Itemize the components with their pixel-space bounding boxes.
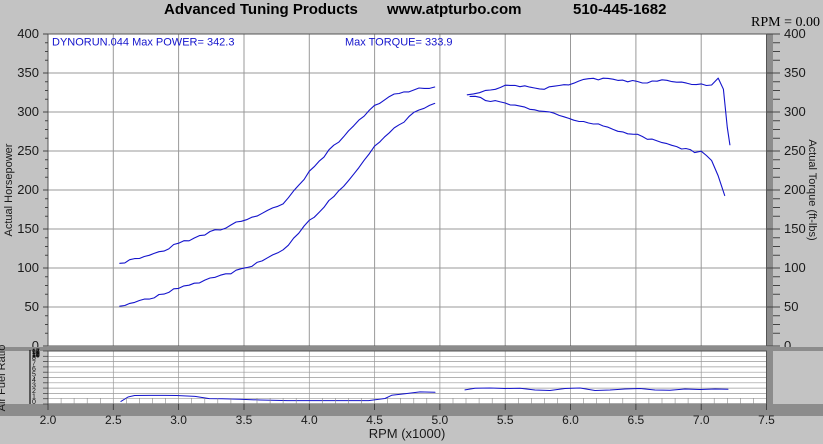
svg-text:www.atpturbo.com: www.atpturbo.com [386,1,521,18]
svg-text:350: 350 [784,65,806,80]
svg-text:150: 150 [784,221,806,236]
svg-text:350: 350 [17,65,39,80]
svg-text:150: 150 [17,221,39,236]
svg-text:Max TORQUE= 333.9: Max TORQUE= 333.9 [345,37,453,49]
svg-text:510-445-1682: 510-445-1682 [573,1,666,18]
svg-text:Advanced Tuning Products: Advanced Tuning Products [164,1,358,18]
svg-text:300: 300 [784,104,806,119]
svg-text:5.5: 5.5 [497,413,514,427]
svg-text:18: 18 [32,352,40,359]
svg-text:4.5: 4.5 [366,413,383,427]
svg-text:4.0: 4.0 [301,413,318,427]
svg-text:2.0: 2.0 [40,413,57,427]
svg-text:7.5: 7.5 [758,413,775,427]
svg-text:Actual Torque (ft-lbs): Actual Torque (ft-lbs) [806,139,818,240]
svg-text:DYNORUN.044 Max POWER= 342.3: DYNORUN.044 Max POWER= 342.3 [52,37,234,49]
svg-text:400: 400 [784,26,806,41]
svg-text:50: 50 [25,299,39,314]
svg-text:6.5: 6.5 [628,413,645,427]
svg-text:2.5: 2.5 [105,413,122,427]
svg-text:200: 200 [17,182,39,197]
svg-text:3.5: 3.5 [236,413,253,427]
svg-text:RPM (x1000): RPM (x1000) [369,426,446,441]
svg-text:100: 100 [17,260,39,275]
svg-text:3.0: 3.0 [170,413,187,427]
svg-text:250: 250 [17,143,39,158]
svg-text:Actual Horsepower: Actual Horsepower [3,143,15,236]
svg-text:300: 300 [17,104,39,119]
svg-text:200: 200 [784,182,806,197]
svg-text:6.0: 6.0 [562,413,579,427]
svg-text:250: 250 [784,143,806,158]
svg-text:Air Fuel Ratio: Air Fuel Ratio [0,345,8,412]
svg-text:50: 50 [784,299,798,314]
svg-text:7.0: 7.0 [693,413,710,427]
svg-text:100: 100 [784,260,806,275]
svg-text:5.0: 5.0 [432,413,449,427]
svg-text:400: 400 [17,26,39,41]
